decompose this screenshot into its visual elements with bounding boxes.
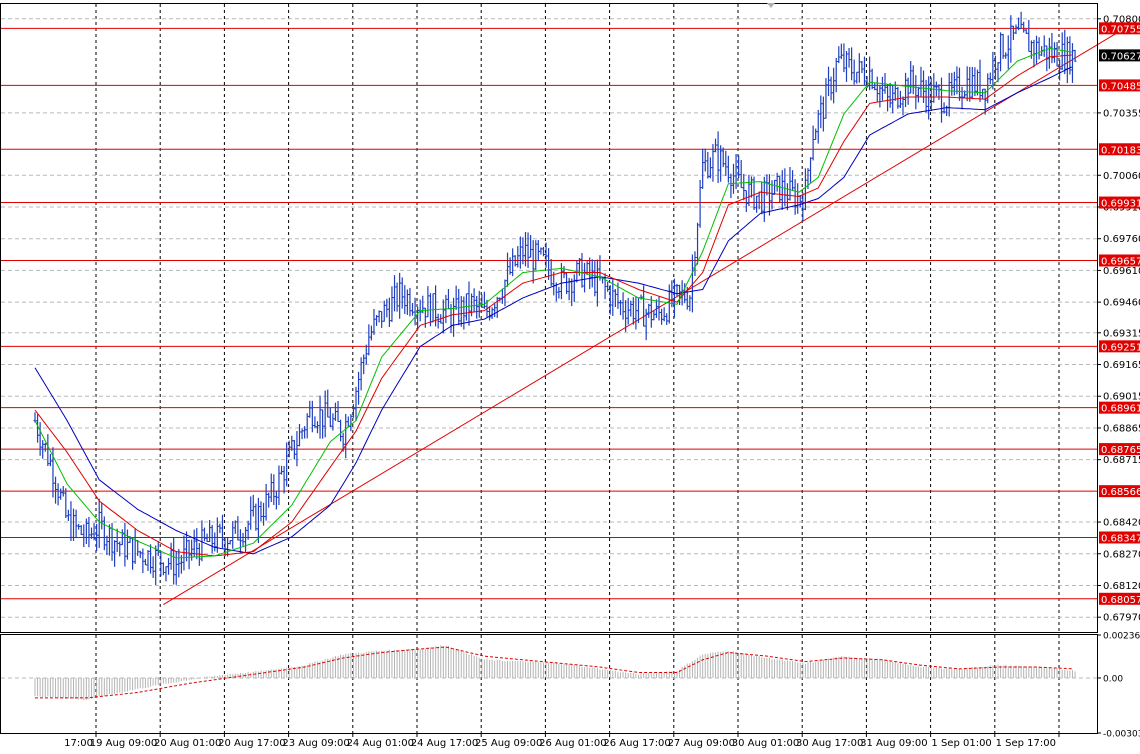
trendline-layer <box>163 26 1127 605</box>
time-axis-tick-label: 17:00 <box>64 738 93 749</box>
level-label-box <box>1099 22 1140 35</box>
level-label-box <box>1099 592 1140 605</box>
level-label-box <box>1099 196 1140 209</box>
level-label-box <box>1099 143 1140 156</box>
indicator-axis: 0.002364 0.00 -0.00303 <box>1097 632 1140 740</box>
level-label-box <box>1099 79 1140 92</box>
level-label-box <box>1099 340 1140 353</box>
level-label: 0.69251 <box>1101 342 1140 353</box>
price-axis-tick-label: 0.69315 <box>1103 328 1140 339</box>
price-axis-tick-label: 0.68715 <box>1103 455 1140 466</box>
current-price-box <box>1099 49 1140 62</box>
indicator-histogram <box>34 645 1076 701</box>
level-label: 0.68765 <box>1101 445 1140 456</box>
level-label-box <box>1099 485 1140 498</box>
current-price-label: 0.70627 <box>1101 51 1140 62</box>
level-label: 0.69931 <box>1101 199 1140 210</box>
moving-average-mid <box>34 54 1072 557</box>
level-label: 0.69657 <box>1101 256 1140 267</box>
time-axis-tick-label: 30 Aug 01:00 <box>732 738 799 749</box>
price-axis-tick-label: 0.69015 <box>1103 392 1140 403</box>
level-label-box <box>1099 443 1140 456</box>
time-axis-tick-label: 24 Aug 17:00 <box>411 738 478 749</box>
level-labels: 0.70755 0.70485 0.70183 0.69931 0.69657 0.692… <box>1099 22 1140 606</box>
indicator-axis-tick-label: -0.00303 <box>1103 730 1140 740</box>
level-label-box <box>1099 401 1140 414</box>
time-axis-tick-label: 30 Aug 17:00 <box>796 738 863 749</box>
price-axis-tick-label: 0.69165 <box>1103 360 1140 371</box>
time-axis-tick-label: 31 Aug 09:00 <box>860 738 927 749</box>
price-axis-tick-label: 0.68865 <box>1103 423 1140 434</box>
chart-frames <box>0 3 1098 734</box>
period-marker-icon <box>767 3 775 8</box>
time-axis-tick-label: 20 Aug 01:00 <box>154 738 221 749</box>
level-label: 0.70485 <box>1101 81 1140 92</box>
moving-average-slow <box>34 66 1073 555</box>
level-label-box <box>1099 531 1140 544</box>
trendline <box>163 26 1127 605</box>
time-axis-tick-label: 27 Aug 09:00 <box>668 738 735 749</box>
price-axis-tick-label: 0.70355 <box>1103 108 1140 119</box>
time-axis-tick-label: 26 Aug 01:00 <box>539 738 606 749</box>
level-label: 0.68057 <box>1101 595 1140 606</box>
time-axis-tick-label: 19 Aug 09:00 <box>90 738 157 749</box>
moving-average-fast <box>34 47 1072 559</box>
level-label: 0.68961 <box>1101 404 1140 415</box>
level-label: 0.68566 <box>1101 487 1140 498</box>
time-axis-tick-label: 25 Aug 09:00 <box>475 738 542 749</box>
indicator-axis-tick-label: 0.002364 <box>1103 632 1140 642</box>
time-axis-tick-label: 23 Aug 09:00 <box>282 738 349 749</box>
time-axis-tick-label: 1 Sep 17:00 <box>996 738 1056 749</box>
time-axis-tick-label: 24 Aug 01:00 <box>347 738 414 749</box>
indicator-axis-tick-label: 0.00 <box>1103 674 1123 684</box>
time-axis-tick-label: 1 Sep 01:00 <box>931 738 991 749</box>
level-label: 0.70183 <box>1101 145 1140 156</box>
time-axis-tick-label: 26 Aug 17:00 <box>603 738 670 749</box>
level-label: 0.68347 <box>1101 533 1140 544</box>
time-axis-tick-label: 20 Aug 17:00 <box>218 738 285 749</box>
level-label: 0.70755 <box>1101 24 1140 35</box>
moving-averages-layer <box>34 47 1073 559</box>
level-label-box <box>1099 254 1140 267</box>
